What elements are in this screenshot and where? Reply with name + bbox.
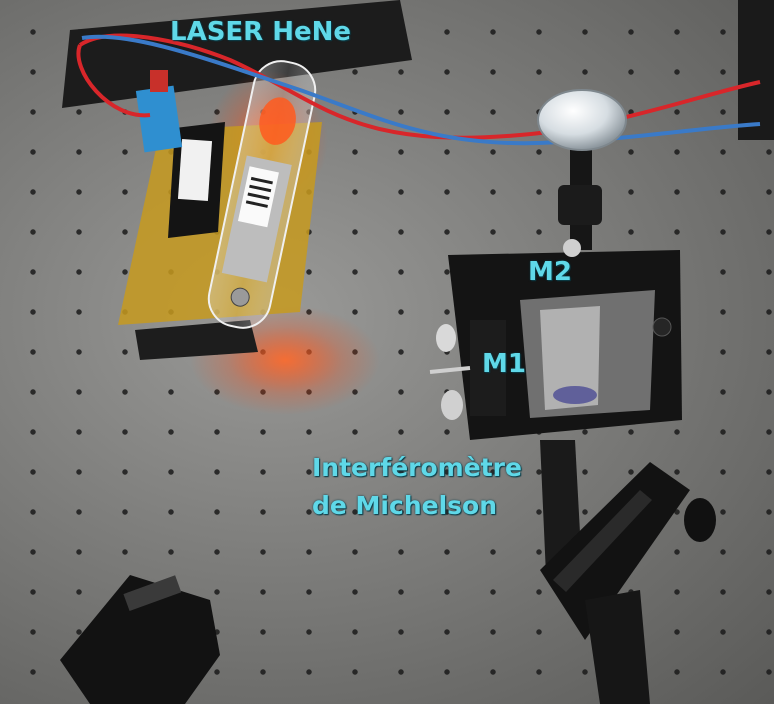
laser-label: LASER HeNe xyxy=(170,18,351,47)
connector xyxy=(136,86,182,153)
mirror-m2-label: M2 xyxy=(528,258,572,287)
edge-post xyxy=(738,0,774,140)
lens xyxy=(538,90,626,150)
laser-glow xyxy=(190,305,380,415)
interferometer-label-line1: Interféromètre xyxy=(312,454,522,482)
mirror-m1-label: M1 xyxy=(482,350,526,379)
interferometer-label-line2: de Michelson xyxy=(312,492,497,520)
